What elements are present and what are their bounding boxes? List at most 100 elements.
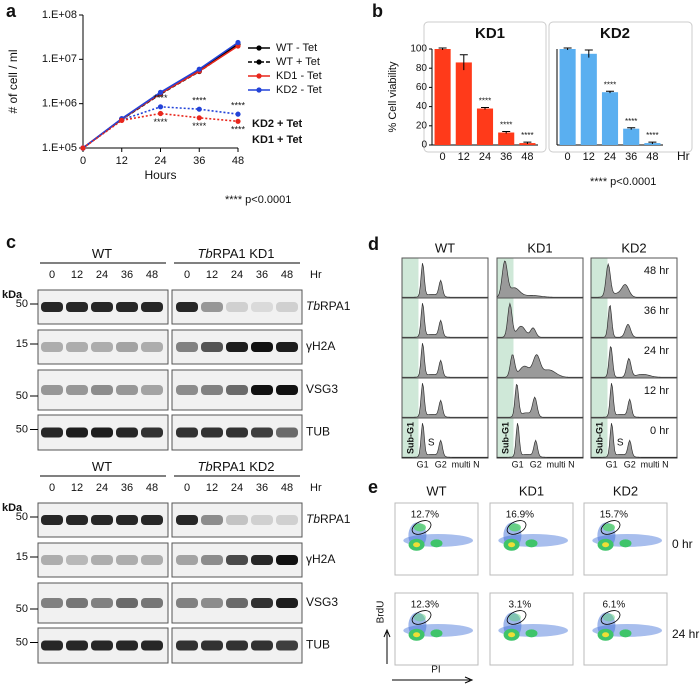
- note: **** p<0.0001: [225, 194, 291, 206]
- panel-label: e: [368, 477, 378, 497]
- label-text: γH2A: [306, 339, 335, 353]
- lane-label: 12: [71, 269, 83, 281]
- error-bar: [438, 47, 447, 50]
- lane-label: 48: [281, 269, 293, 281]
- blot-header: TbRPA1 KD1: [197, 246, 274, 261]
- error-bar: [502, 131, 511, 134]
- cloud: [508, 523, 521, 532]
- band: [66, 385, 88, 395]
- sub-g1-region: [591, 298, 608, 338]
- significance: ****: [192, 96, 207, 106]
- lane-label: 24: [96, 269, 108, 281]
- band: [116, 598, 138, 608]
- header-text: RPA1 KD1: [213, 246, 275, 261]
- cloud: [602, 542, 610, 548]
- y-tick-label: 1.E+06: [42, 98, 77, 110]
- row-label: VSG3: [306, 382, 338, 396]
- blot-box: [37, 329, 169, 365]
- frame: [548, 21, 693, 153]
- cloud: [430, 629, 443, 638]
- band: [66, 302, 88, 312]
- y-tick-label: 1.E+05: [42, 142, 77, 154]
- label-text: TUB: [306, 638, 330, 652]
- x-tick-label: 24: [604, 151, 616, 163]
- kda-value: 15: [16, 551, 28, 563]
- band: [91, 515, 113, 525]
- phase-label: G1: [417, 459, 429, 469]
- band: [176, 515, 198, 525]
- histogram: [496, 302, 584, 339]
- row-label: γH2A: [306, 339, 335, 353]
- histogram: [496, 423, 584, 459]
- band: [141, 385, 163, 395]
- lane-label: 0: [49, 482, 55, 494]
- error-bar: [459, 54, 468, 71]
- lane-label: 24: [231, 269, 243, 281]
- cloud: [508, 542, 516, 548]
- lane-label: 0: [184, 269, 190, 281]
- y-tick-label: 40: [416, 101, 428, 112]
- band: [41, 385, 63, 395]
- sub-g1-region: [591, 258, 608, 298]
- y-tick-label: 80: [416, 63, 428, 74]
- band: [176, 427, 198, 438]
- legend-label: WT + Tet: [276, 56, 320, 68]
- band: [201, 302, 223, 312]
- histogram: [496, 354, 584, 379]
- blot-header: WT: [92, 459, 112, 474]
- band: [201, 515, 223, 525]
- arrow: [392, 676, 474, 684]
- x-tick-label: 24: [154, 155, 166, 167]
- row-label: 12 hr: [644, 385, 669, 397]
- data-point: [196, 66, 202, 72]
- histogram: [401, 263, 489, 299]
- band: [276, 555, 298, 565]
- band: [91, 427, 113, 438]
- lane-label: 48: [281, 482, 293, 494]
- gate: [411, 520, 432, 535]
- band: [91, 342, 113, 352]
- phase-label: G2: [435, 459, 447, 469]
- band: [116, 555, 138, 565]
- label-text: RPA1: [320, 512, 351, 526]
- band: [141, 302, 163, 312]
- gate-percent: 3.1%: [508, 600, 531, 611]
- legend-label: KD1 - Tet: [276, 70, 322, 82]
- row-label: TbRPA1: [306, 512, 351, 526]
- cloud: [430, 539, 443, 548]
- data-point: [157, 104, 164, 110]
- significance: ****: [604, 80, 616, 89]
- hr-label: Hr: [310, 482, 322, 494]
- header-italic: Tb: [197, 459, 212, 474]
- band: [41, 302, 63, 312]
- column-header: KD2: [621, 240, 646, 255]
- lane-label: 12: [206, 269, 218, 281]
- band: [91, 302, 113, 312]
- band: [66, 427, 88, 438]
- error-bar: [606, 90, 614, 94]
- phase-label: multi N: [452, 459, 480, 469]
- y-axis-label: # of cell / ml: [6, 49, 20, 113]
- error-bar: [648, 141, 657, 145]
- kda-label: kDa: [2, 289, 23, 301]
- sub-g1-region: [402, 258, 419, 298]
- blot-box: [37, 369, 169, 411]
- histogram: [496, 383, 584, 419]
- x-tick-label: 36: [500, 151, 512, 163]
- band: [41, 598, 63, 608]
- sub-g1-region: [402, 338, 419, 378]
- significance: ****: [625, 117, 637, 126]
- row-label: γH2A: [306, 552, 335, 566]
- band: [251, 640, 273, 651]
- lane-label: 12: [206, 482, 218, 494]
- column-header: WT: [435, 240, 455, 255]
- panel-label: c: [6, 232, 16, 252]
- band: [176, 598, 198, 608]
- band: [226, 427, 248, 438]
- y-tick-label: 0: [421, 140, 427, 151]
- label-text: γH2A: [306, 552, 335, 566]
- sub-g1-label: Sub-G1: [594, 422, 604, 454]
- data-point: [235, 118, 241, 124]
- bar: [434, 49, 451, 145]
- phase-label: G1: [606, 459, 618, 469]
